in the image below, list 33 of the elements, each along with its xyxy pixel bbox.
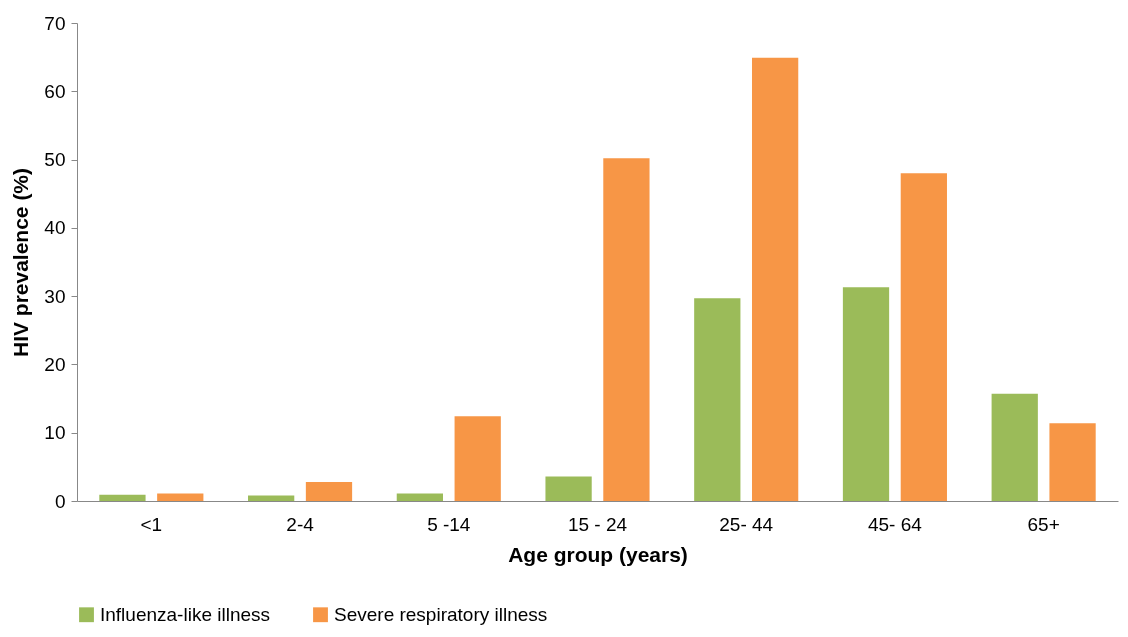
x-tick-label: <1: [140, 513, 163, 535]
y-tick-label: 60: [44, 80, 66, 102]
bar: [752, 57, 799, 501]
bar: [454, 416, 501, 501]
x-tick-label: 15 - 24: [567, 513, 628, 535]
y-tick-label: 50: [44, 149, 66, 171]
x-tick-label: 2-4: [286, 513, 315, 535]
x-tick-label: 65+: [1027, 513, 1060, 535]
bar: [99, 494, 146, 501]
x-tick-label: 5 -14: [427, 513, 471, 535]
x-tick-label: 25- 44: [719, 513, 774, 535]
bar: [991, 393, 1038, 501]
bar: [545, 476, 592, 501]
bar: [900, 173, 947, 501]
bar: [248, 495, 295, 501]
x-tick-label: 45- 64: [867, 513, 923, 535]
bar: [694, 298, 741, 501]
y-tick-label: 20: [44, 353, 66, 375]
y-tick-label: 10: [44, 422, 66, 444]
bar: [603, 158, 650, 501]
y-tick-label: 0: [54, 490, 66, 512]
x-axis-title: Age group (years): [508, 542, 688, 566]
bar: [396, 493, 443, 501]
legend-label: Influenza-like illness: [100, 603, 271, 625]
bar: [305, 481, 353, 501]
legend-label: Severe respiratory illness: [334, 603, 548, 625]
y-axis-title: HIV prevalence (%): [9, 167, 33, 358]
y-tick-label: 40: [44, 217, 66, 239]
y-tick-label: 70: [44, 12, 66, 34]
y-tick-label: 30: [44, 285, 66, 307]
bar: [1049, 423, 1096, 501]
bar: [842, 287, 890, 501]
bar: [157, 493, 204, 501]
